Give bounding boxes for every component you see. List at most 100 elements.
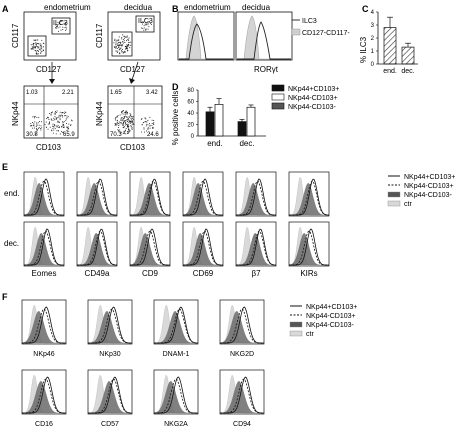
a-arrow-2 (131, 61, 139, 81)
event-dot (113, 46, 115, 48)
event-dot (43, 43, 45, 44)
event-dot (52, 117, 54, 119)
event-dot (118, 127, 119, 128)
event-dot (116, 48, 118, 49)
e-marker-label: CD49a (85, 269, 110, 278)
event-dot (37, 46, 39, 48)
event-dot (68, 123, 70, 125)
event-dot (129, 119, 131, 121)
event-dot (144, 121, 146, 123)
event-dot (131, 125, 132, 127)
event-dot (67, 116, 69, 118)
event-dot (117, 39, 119, 41)
event-dot (45, 121, 47, 123)
f-row1-hist-1-frame (87, 299, 133, 345)
d-legend-label: NKp44-CD103- (288, 104, 337, 111)
e-hist-2-0-nkp44-pos-cd103-pos (130, 178, 170, 216)
event-dot (40, 128, 41, 130)
event-dot (123, 126, 125, 127)
event-dot (114, 123, 116, 124)
event-dot (126, 44, 128, 46)
event-dot (41, 51, 43, 52)
event-dot (145, 24, 147, 25)
event-dot (47, 123, 49, 125)
event-dot (60, 115, 62, 117)
panel-a-letter: A (2, 4, 9, 14)
event-dot (32, 46, 34, 48)
event-dot (130, 114, 132, 116)
event-dot (62, 121, 63, 123)
event-dot (37, 43, 39, 44)
event-dot (143, 27, 145, 29)
event-dot (32, 43, 34, 45)
event-dot (36, 122, 38, 124)
f-legend: NKp44+CD103+ NKp44-CD103+ NKp44-CD103- ctr (289, 304, 357, 338)
event-dot (123, 122, 124, 123)
event-dot (133, 123, 134, 125)
event-dot (130, 115, 132, 116)
event-dot (123, 121, 125, 123)
event-dot (115, 39, 117, 41)
event-dot (128, 127, 129, 129)
event-dot (141, 131, 142, 133)
event-dot (58, 116, 60, 118)
event-dot (37, 129, 38, 131)
event-dot (71, 120, 73, 122)
a-plot2-title: decidua (124, 3, 153, 12)
event-dot (39, 43, 41, 45)
event-dot (119, 48, 121, 49)
event-dot (49, 122, 50, 124)
d-bar-end. (205, 111, 215, 137)
event-dot (64, 115, 66, 116)
a-quad1-xaxis: CD103 (36, 143, 61, 152)
event-dot (116, 119, 118, 121)
e-hist-1-1-nkp44-cd103-neg (77, 233, 117, 265)
event-dot (62, 26, 64, 28)
event-dot (55, 113, 56, 115)
event-dot (36, 51, 37, 53)
event-dot (56, 118, 57, 120)
event-dot (130, 125, 132, 127)
e-hist-0-1-frame (23, 221, 65, 267)
event-dot (122, 51, 124, 53)
event-dot (51, 130, 53, 132)
f-row1-marker-label: DNAM-1 (163, 351, 190, 358)
event-dot (59, 26, 61, 28)
event-dot (119, 49, 121, 50)
event-dot (125, 46, 127, 48)
event-dot (38, 124, 40, 126)
a-arrow-1-head (49, 79, 55, 84)
event-dot (124, 130, 126, 132)
e-hist-5-1-nkp44-cd103-neg (289, 233, 329, 265)
event-dot (57, 120, 59, 122)
event-dot (128, 124, 130, 126)
e-hist-4-0-nkp44-cd103-neg (236, 183, 276, 215)
event-dot (151, 125, 153, 127)
b-title-endometrium: endometrium (184, 3, 231, 12)
event-dot (115, 45, 117, 47)
event-dot (121, 45, 123, 47)
event-dot (61, 112, 63, 113)
event-dot (57, 21, 59, 23)
event-dot (54, 125, 55, 127)
event-dot (64, 115, 66, 117)
event-dot (144, 23, 146, 25)
event-dot (121, 120, 123, 122)
event-dot (127, 45, 129, 47)
f-row1-hist-0-nkp44-neg-cd103-pos (22, 308, 66, 344)
event-dot (128, 44, 129, 45)
event-dot (141, 118, 143, 119)
event-dot (151, 123, 153, 124)
event-dot (144, 117, 146, 119)
event-dot (120, 51, 122, 53)
event-dot (53, 124, 55, 125)
e-hist-1-0-frame (76, 171, 118, 217)
c-ytick-label: 3 (371, 23, 375, 29)
event-dot (50, 118, 52, 120)
event-dot (128, 120, 130, 122)
event-dot (34, 40, 36, 42)
f-row2-marker-label: CD57 (101, 421, 119, 428)
event-dot (129, 122, 131, 124)
event-dot (123, 110, 124, 112)
event-dot (120, 42, 122, 44)
